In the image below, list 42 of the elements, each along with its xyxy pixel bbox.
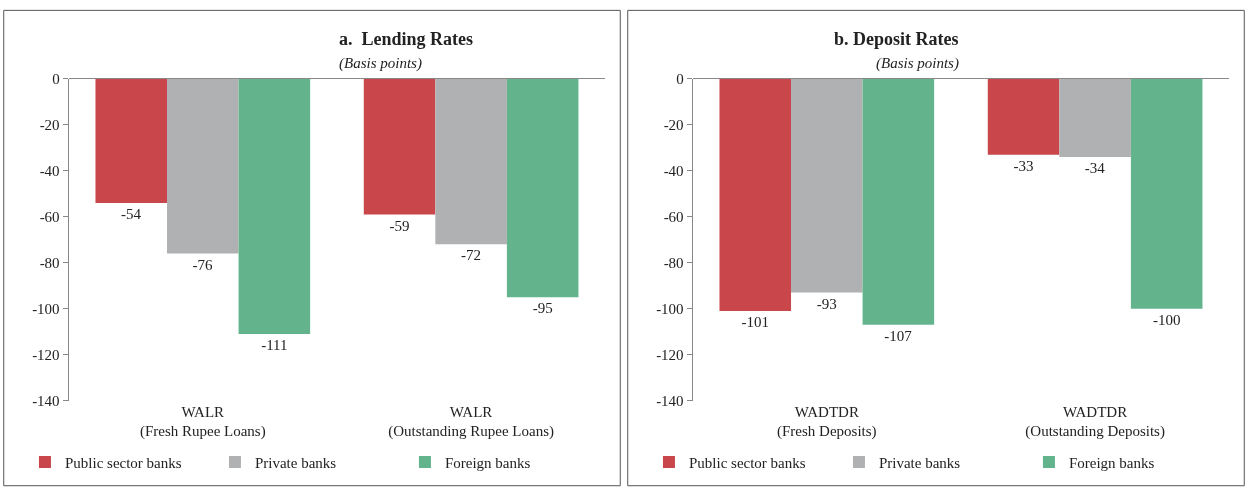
data-label: -107	[884, 327, 913, 344]
legend-label: Foreign banks	[444, 454, 531, 471]
y-tick-label: -80	[663, 254, 684, 271]
x-tick-label: WALR (Outstanding Rupee Loans)	[388, 403, 555, 441]
legend-label: Public sector banks	[688, 454, 806, 471]
data-label: -100	[1152, 311, 1181, 328]
x-tick-label: WALR (Fresh Rupee Loans)	[139, 403, 266, 441]
legend-label: Foreign banks	[1068, 454, 1155, 471]
y-tick-label: -60	[663, 209, 684, 226]
data-label: -111	[261, 336, 288, 353]
chart-title: a. Lending Rates	[339, 29, 474, 49]
chart-title: b. Deposit Rates	[834, 29, 959, 49]
y-tick-label: -40	[39, 163, 60, 180]
y-tick-label: -100	[656, 300, 684, 317]
legend-label: Public sector banks	[64, 454, 182, 471]
data-label: -76	[192, 256, 214, 273]
y-tick-label: -20	[39, 117, 60, 134]
y-tick-label: -80	[39, 254, 60, 271]
chart-subtitle: (Basis points)	[876, 55, 959, 72]
chart-subtitle: (Basis points)	[339, 55, 422, 72]
legend-label: Private banks	[254, 454, 337, 471]
data-label: -33	[1013, 157, 1034, 174]
x-tick-label: WADTDR (Fresh Deposits)	[777, 403, 877, 441]
y-tick-label: -40	[663, 163, 684, 180]
data-label: -93	[816, 295, 837, 312]
x-tick-label: WADTDR (Outstanding Deposits)	[1025, 403, 1165, 441]
y-tick-label: -140	[656, 392, 684, 409]
data-label: -101	[741, 313, 769, 330]
y-tick-label: 0	[52, 71, 60, 88]
y-tick-label: -100	[32, 300, 60, 317]
data-label: -54	[121, 206, 142, 223]
legend-label: Private banks	[878, 454, 961, 471]
y-tick-label: -120	[656, 346, 684, 363]
y-tick-label: 0	[676, 71, 684, 88]
data-label: -59	[389, 217, 410, 234]
y-tick-label: -140	[32, 392, 60, 409]
data-label: -72	[461, 247, 482, 264]
data-label: -95	[532, 300, 553, 317]
y-tick-label: -120	[32, 346, 60, 363]
data-label: -34	[1084, 160, 1106, 177]
y-tick-label: -60	[39, 209, 60, 226]
y-tick-label: -20	[663, 117, 684, 134]
